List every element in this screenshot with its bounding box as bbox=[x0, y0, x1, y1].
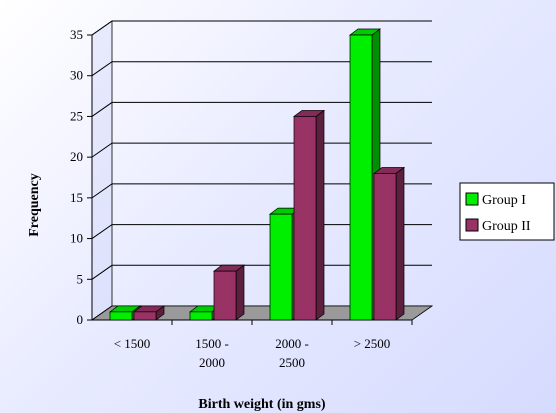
x-tick-label-line: 2000 bbox=[199, 355, 225, 370]
y-tick-label-7: 35 bbox=[70, 27, 83, 42]
bar-front bbox=[213, 270, 237, 321]
bar-front bbox=[133, 311, 157, 321]
y-tick-label-1: 5 bbox=[77, 271, 84, 286]
gridline-7 bbox=[91, 20, 432, 36]
y-tick-label-3: 15 bbox=[70, 190, 83, 205]
x-tick-labels: < 1500 1500 - 2000 2000 - 2500 > 2500 bbox=[114, 320, 413, 370]
legend-label-group-2: Group II bbox=[482, 219, 531, 234]
y-tick-label-6: 30 bbox=[70, 68, 83, 83]
bar-front bbox=[269, 213, 293, 321]
x-axis-title: Birth weight (in gms) bbox=[198, 397, 326, 412]
bar-side bbox=[315, 109, 325, 321]
bar-front bbox=[109, 311, 133, 321]
chart-walls bbox=[91, 20, 113, 321]
bar-group-ii-3 bbox=[372, 166, 406, 321]
bar-group-ii-2 bbox=[292, 109, 326, 321]
legend: Group I Group II bbox=[459, 182, 555, 241]
y-tick-label-2: 10 bbox=[70, 231, 83, 246]
gridline-1 bbox=[91, 264, 432, 280]
bar-front bbox=[189, 311, 213, 321]
x-tick-label-3: > 2500 bbox=[354, 336, 391, 351]
bar-side bbox=[235, 264, 245, 321]
legend-swatch-group-2 bbox=[465, 218, 479, 232]
x-tick-label-line: 2500 bbox=[279, 355, 305, 370]
bar-front bbox=[349, 34, 373, 321]
gridline-3 bbox=[91, 183, 432, 199]
y-tick-labels: 0 5 10 15 20 25 30 35 bbox=[70, 27, 92, 327]
y-tick-label-5: 25 bbox=[70, 108, 83, 123]
gridline-6 bbox=[91, 61, 432, 77]
y-axis-title: Frequency bbox=[27, 173, 42, 237]
gridline-2 bbox=[91, 224, 432, 239]
bars bbox=[108, 28, 406, 321]
gridline-5 bbox=[91, 101, 432, 117]
bar-side bbox=[395, 166, 405, 321]
legend-label-group-1: Group I bbox=[482, 193, 526, 208]
bar-group-ii-1 bbox=[212, 264, 246, 321]
y-tick-label-0: 0 bbox=[77, 312, 84, 327]
side-wall bbox=[91, 20, 113, 321]
gridline-4 bbox=[91, 142, 432, 158]
x-tick-label-line: 2000 - bbox=[275, 336, 309, 351]
x-tick-label-line: 1500 - bbox=[195, 336, 229, 351]
y-tick-label-4: 20 bbox=[70, 149, 83, 164]
gridlines bbox=[91, 20, 432, 321]
x-tick-label-2: 2000 - 2500 bbox=[275, 336, 309, 370]
bar-front bbox=[293, 116, 317, 321]
bar-group-ii-0 bbox=[132, 305, 166, 321]
x-tick-label-line: < 1500 bbox=[114, 336, 151, 351]
x-tick-label-0: < 1500 bbox=[114, 336, 151, 351]
legend-swatch-group-1 bbox=[465, 192, 479, 206]
x-tick-label-line: > 2500 bbox=[354, 336, 391, 351]
x-tick-label-1: 1500 - 2000 bbox=[195, 336, 229, 370]
bar-front bbox=[373, 173, 397, 321]
